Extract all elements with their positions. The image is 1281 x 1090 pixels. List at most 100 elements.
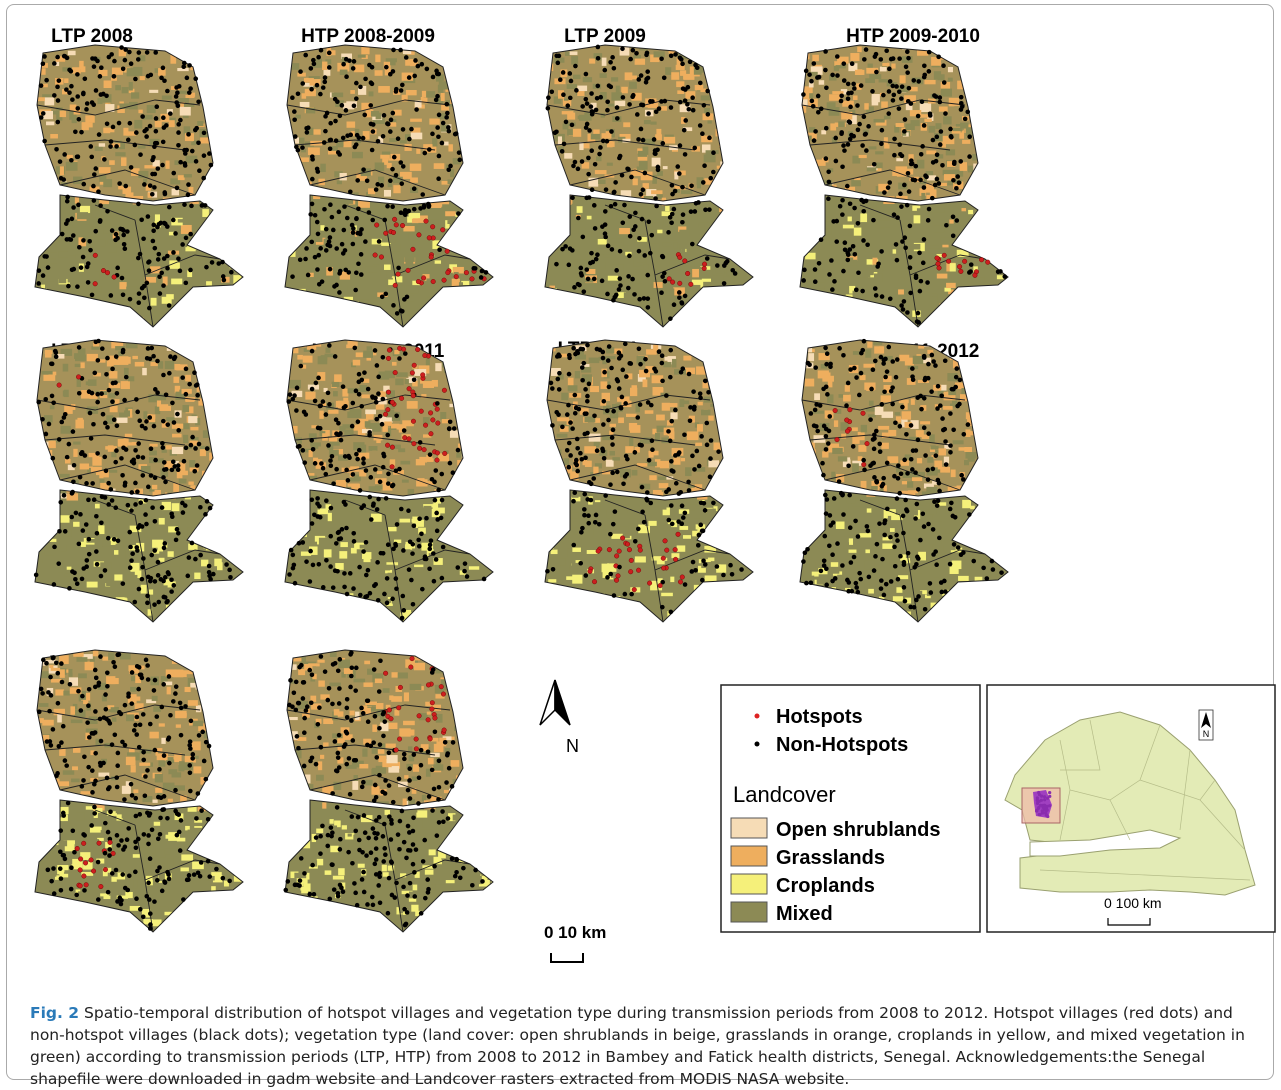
village bbox=[184, 367, 189, 372]
patch bbox=[926, 150, 936, 154]
village bbox=[608, 572, 613, 577]
patch bbox=[697, 491, 707, 499]
hotspot bbox=[374, 223, 379, 228]
patch bbox=[58, 569, 63, 573]
village bbox=[120, 276, 125, 281]
patch bbox=[599, 610, 610, 617]
patch bbox=[473, 287, 479, 292]
village bbox=[625, 457, 630, 462]
village bbox=[385, 204, 390, 209]
village bbox=[81, 528, 86, 533]
village bbox=[136, 300, 141, 305]
patch bbox=[600, 381, 607, 389]
patch bbox=[215, 410, 220, 415]
village bbox=[101, 412, 106, 417]
village bbox=[480, 269, 485, 274]
village bbox=[859, 83, 864, 88]
patch bbox=[873, 298, 877, 302]
patch bbox=[226, 480, 237, 485]
patch bbox=[229, 505, 235, 513]
village bbox=[133, 77, 138, 82]
patch bbox=[91, 346, 99, 350]
village bbox=[446, 167, 451, 172]
village bbox=[57, 78, 62, 83]
patch bbox=[458, 406, 469, 414]
village bbox=[420, 587, 425, 592]
village bbox=[827, 272, 832, 277]
village bbox=[711, 150, 716, 155]
village bbox=[484, 270, 489, 275]
patch bbox=[222, 543, 229, 548]
village bbox=[471, 266, 476, 271]
patch bbox=[131, 92, 139, 98]
patch bbox=[874, 274, 883, 283]
village bbox=[903, 235, 908, 240]
village bbox=[862, 57, 867, 62]
patch bbox=[79, 612, 84, 620]
village bbox=[569, 79, 574, 84]
village bbox=[129, 558, 134, 563]
village bbox=[571, 499, 576, 504]
village bbox=[642, 253, 647, 258]
patch bbox=[94, 286, 102, 291]
hotspot bbox=[445, 249, 450, 254]
patch bbox=[701, 410, 710, 416]
village bbox=[650, 438, 655, 443]
patch bbox=[732, 72, 740, 79]
village bbox=[436, 176, 441, 181]
village bbox=[379, 183, 384, 188]
patch bbox=[173, 271, 179, 277]
patch bbox=[737, 578, 743, 585]
patch bbox=[994, 212, 1001, 219]
patch bbox=[183, 613, 190, 617]
patch bbox=[549, 170, 556, 178]
village bbox=[308, 549, 313, 554]
village bbox=[86, 280, 91, 285]
village bbox=[688, 60, 693, 65]
patch bbox=[717, 314, 722, 319]
patch bbox=[325, 348, 330, 353]
patch bbox=[716, 603, 727, 611]
village bbox=[669, 419, 674, 424]
village bbox=[565, 103, 570, 108]
village bbox=[288, 392, 293, 397]
village bbox=[638, 443, 643, 448]
patch bbox=[750, 419, 756, 426]
patch bbox=[323, 621, 329, 626]
village bbox=[884, 48, 889, 53]
village bbox=[566, 465, 571, 470]
patch bbox=[344, 429, 353, 435]
village bbox=[561, 92, 566, 97]
village bbox=[207, 151, 212, 156]
village bbox=[427, 566, 432, 571]
patch bbox=[457, 241, 465, 248]
village bbox=[463, 561, 468, 566]
village bbox=[106, 481, 111, 486]
village bbox=[41, 111, 46, 116]
village bbox=[190, 541, 195, 546]
village bbox=[153, 519, 158, 524]
village bbox=[852, 86, 857, 91]
village bbox=[382, 592, 387, 597]
patch bbox=[482, 265, 487, 268]
patch bbox=[42, 186, 49, 194]
patch bbox=[486, 256, 497, 259]
village bbox=[75, 284, 80, 289]
village bbox=[856, 221, 861, 226]
village bbox=[605, 575, 610, 580]
village bbox=[839, 93, 844, 98]
village bbox=[156, 600, 161, 605]
patch bbox=[716, 390, 721, 397]
patch bbox=[491, 68, 496, 75]
village bbox=[434, 511, 439, 516]
village bbox=[176, 531, 181, 536]
village bbox=[610, 55, 615, 60]
village bbox=[152, 185, 157, 190]
patch bbox=[365, 421, 371, 427]
village bbox=[316, 55, 321, 60]
hotspot bbox=[614, 578, 619, 583]
patch bbox=[383, 260, 387, 263]
village bbox=[136, 256, 141, 261]
patch bbox=[457, 316, 464, 320]
patch bbox=[498, 474, 507, 481]
